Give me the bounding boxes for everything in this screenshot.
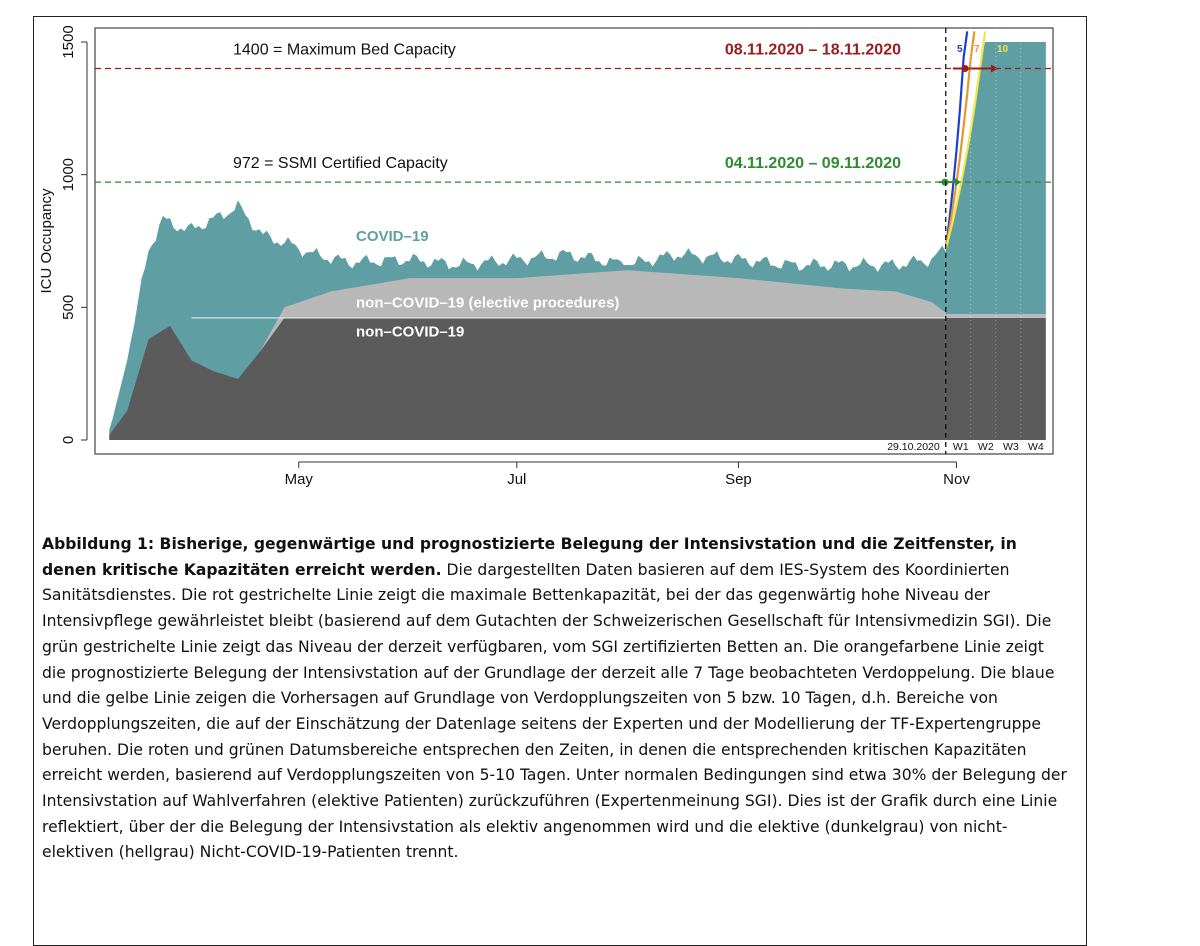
max-capacity-label: 1400 = Maximum Bed Capacity: [233, 42, 456, 59]
forecast-label-5: 5: [957, 44, 963, 55]
forecast-line-7: [944, 31, 976, 250]
week-label-W2: W2: [978, 441, 994, 453]
max-range-dot: [961, 65, 969, 73]
forecast-line-10: [944, 31, 987, 250]
max-range-arrowhead: [991, 64, 998, 73]
figure-caption: Abbildung 1: Bisherige, gegenwärtige und…: [42, 532, 1072, 866]
y-tick-label-1500: 1500: [60, 25, 77, 58]
ssmi-capacity-date-range: 04.11.2020 – 09.11.2020: [725, 155, 901, 172]
label-non-covid: non–COVID–19: [356, 324, 464, 341]
ssmi-range-dot: [941, 178, 949, 186]
x-tick-label-may: May: [285, 471, 314, 488]
x-tick-label-nov: Nov: [943, 471, 970, 488]
caption-body: Die dargestellten Daten basieren auf dem…: [42, 560, 1067, 862]
forecast-covid-area: [945, 42, 1046, 314]
y-tick-label-0: 0: [60, 436, 77, 444]
area-elective: [109, 270, 946, 435]
y-tick-label-500: 500: [60, 295, 77, 320]
y-axis-label: ICU Occupancy: [38, 188, 55, 294]
week-label-W4: W4: [1028, 441, 1044, 453]
icu-occupancy-chart: 5 7 10 1400 = Maximum Bed Capacity 08.11.202…: [38, 25, 1054, 488]
current-date-label: 29.10.2020: [887, 441, 940, 453]
caption-title: Abbildung 1: Bisherige, gegenwärtige und…: [42, 535, 1017, 579]
ssmi-capacity-label: 972 = SSMI Certified Capacity: [233, 155, 448, 172]
area-non-covid: [109, 317, 946, 440]
max-capacity-date-range: 08.11.2020 – 18.11.2020: [725, 42, 901, 59]
forecast-elective: [945, 313, 1046, 318]
forecast-label-10: 10: [997, 44, 1009, 55]
week-label-W1: W1: [953, 441, 969, 453]
x-tick-label-sep: Sep: [725, 471, 752, 488]
y-tick-label-1000: 1000: [60, 158, 77, 191]
forecast-line-5: [944, 31, 969, 250]
label-covid: COVID–19: [356, 228, 429, 245]
week-label-W3: W3: [1003, 441, 1019, 453]
ssmi-range-arrowhead: [955, 178, 961, 187]
forecast-label-7: 7: [974, 44, 980, 55]
label-elective: non–COVID–19 (elective procedures): [356, 294, 619, 311]
x-tick-label-jul: Jul: [507, 471, 526, 488]
